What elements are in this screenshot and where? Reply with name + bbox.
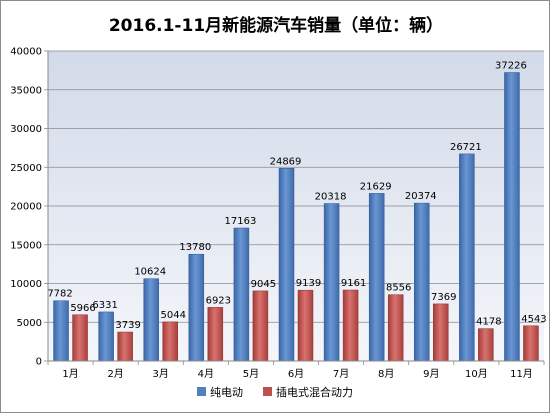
x-tick-label: 1月: [62, 368, 78, 380]
x-tick-label: 4月: [198, 368, 214, 380]
x-tick-label: 8月: [378, 368, 394, 380]
bar-phev: [72, 314, 88, 362]
data-label: 20374: [405, 191, 437, 202]
bar-phev: [297, 289, 314, 362]
bar-phev: [252, 290, 269, 362]
y-tick-label: 10000: [10, 279, 42, 290]
chart-title: 2016.1-11月新能源汽车销量（单位：辆）: [108, 16, 444, 36]
bar-bev: [504, 72, 520, 362]
bar-bev: [459, 153, 475, 362]
data-label: 7782: [47, 289, 72, 300]
legend-label: 纯电动: [210, 386, 243, 399]
x-tick-label: 6月: [288, 368, 304, 380]
bar-bev: [233, 227, 250, 362]
data-label: 13780: [179, 242, 211, 253]
y-tick-label: 25000: [10, 163, 42, 174]
data-label: 9045: [251, 279, 276, 290]
bar-phev: [523, 325, 539, 362]
y-tick-label: 0: [36, 357, 42, 368]
legend-label: 插电式混合动力: [276, 385, 353, 399]
data-label: 20318: [315, 192, 347, 203]
bar-phev: [433, 303, 449, 362]
bar-phev: [387, 294, 404, 362]
y-tick-label: 30000: [10, 124, 42, 135]
bar-bev: [98, 311, 114, 362]
bar-phev: [478, 328, 494, 362]
data-label: 5044: [161, 310, 186, 321]
axes: 0 5000 10000 15000 20000 25000 30000 35000 40000…: [10, 47, 545, 380]
data-label: 5966: [70, 303, 95, 314]
data-label: 21629: [360, 181, 392, 192]
legend-swatch: [263, 387, 272, 396]
x-tick-label: 11月: [510, 368, 533, 380]
bar-bev: [278, 168, 295, 362]
y-tick-label: 20000: [10, 202, 42, 213]
data-label: 8556: [386, 283, 411, 294]
data-label: 26721: [450, 142, 482, 153]
bar-bev: [53, 300, 69, 362]
bar-phev: [117, 331, 133, 362]
data-label: 24869: [270, 156, 302, 167]
data-label: 3739: [115, 320, 140, 331]
bar-bev: [323, 203, 340, 362]
data-label: 10624: [134, 267, 166, 278]
data-label: 9161: [341, 278, 366, 289]
data-label: 6923: [206, 295, 231, 306]
x-tick-label: 2月: [107, 368, 123, 380]
data-label: 9139: [296, 278, 321, 289]
legend-swatch: [197, 387, 206, 396]
data-label: 4178: [476, 317, 501, 328]
data-label: 17163: [225, 216, 257, 227]
y-tick-label: 15000: [10, 240, 42, 251]
bar-bev: [143, 278, 159, 362]
data-label: 4543: [521, 314, 546, 325]
bar-bev: [368, 193, 385, 362]
bar-bev: [188, 253, 205, 362]
x-tick-label: 5月: [243, 368, 259, 380]
bar-phev: [342, 289, 359, 362]
y-tick-label: 40000: [10, 47, 42, 58]
x-tick-label: 9月: [423, 368, 439, 380]
bars: [53, 72, 539, 362]
bar-bev: [414, 202, 430, 362]
data-label: 37226: [495, 60, 527, 71]
data-label: 6331: [92, 300, 117, 311]
x-tick-label: 7月: [333, 368, 349, 380]
x-tick-label: 10月: [465, 368, 488, 380]
bar-phev: [162, 321, 178, 362]
y-tick-label: 35000: [10, 85, 42, 96]
legend: 纯电动 插电式混合动力: [197, 385, 353, 399]
data-label: 7369: [431, 292, 456, 303]
bar-phev: [207, 307, 224, 362]
x-tick-label: 3月: [153, 368, 169, 380]
y-tick-label: 5000: [17, 318, 42, 329]
